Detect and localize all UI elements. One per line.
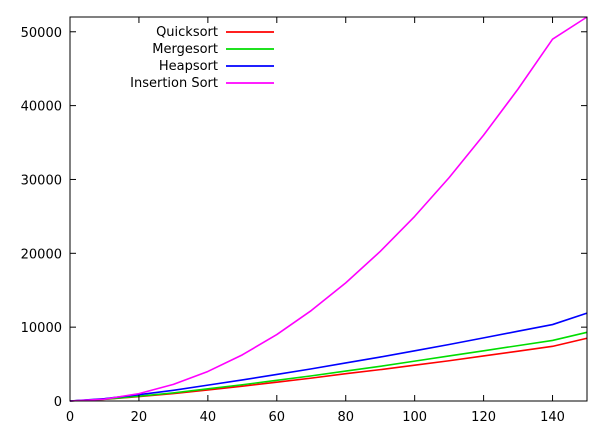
y-tick-label: 30000	[21, 173, 62, 188]
series-line-2	[69, 312, 588, 402]
x-tick-label: 20	[131, 410, 148, 425]
x-tick-label: 140	[540, 410, 565, 425]
x-tick-label: 40	[200, 410, 217, 425]
y-tick-label: 20000	[21, 247, 62, 262]
x-tick-label: 0	[66, 410, 74, 425]
series-line-3	[69, 16, 588, 402]
series-lines	[69, 16, 588, 402]
legend: Quicksort Mergesort Heapsort Insertion Sort	[130, 25, 274, 91]
x-tick-label: 60	[269, 410, 286, 425]
legend-label: Insertion Sort	[130, 76, 218, 91]
legend-label: Quicksort	[156, 25, 218, 40]
y-tick-label: 10000	[21, 321, 62, 336]
x-tick-label: 120	[471, 410, 496, 425]
x-tick-label: 100	[402, 410, 427, 425]
legend-label: Mergesort	[152, 42, 218, 57]
x-tick-label: 80	[337, 410, 354, 425]
plot-frame	[69, 16, 588, 402]
series-line-1	[69, 331, 588, 402]
y-tick-label: 50000	[21, 26, 62, 41]
y-tick-label: 0	[54, 395, 62, 410]
legend-label: Heapsort	[159, 59, 218, 74]
y-tick-label: 40000	[21, 100, 62, 115]
axis-ticks: 0 20 40 60 80 100 120 140 0 10000 20000 30000 40000 5…	[21, 17, 587, 425]
